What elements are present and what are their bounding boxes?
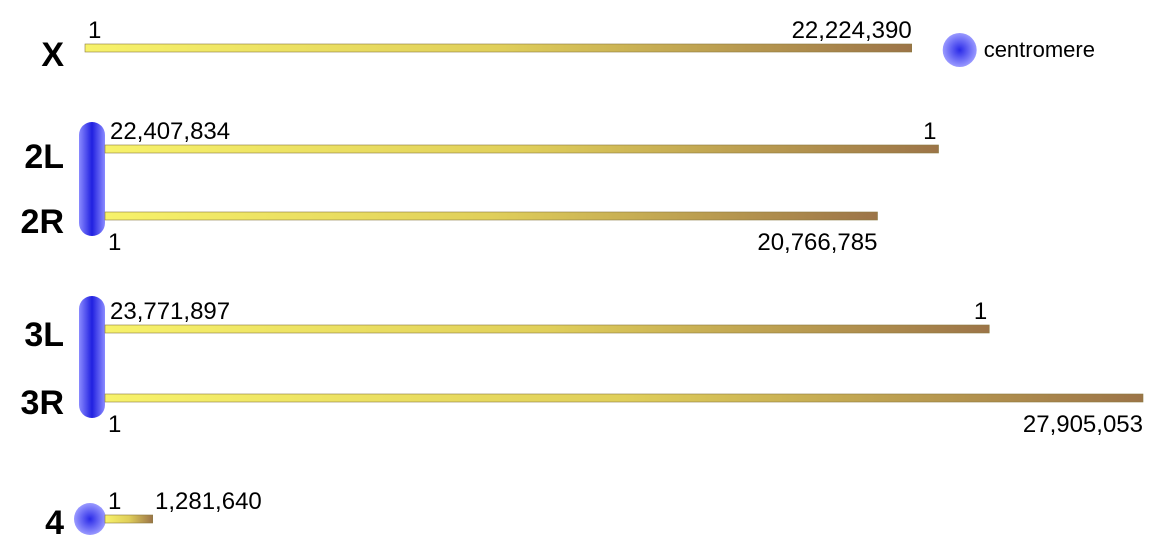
length-label: 20,766,785: [757, 229, 877, 256]
arm-name: 3R: [21, 384, 64, 422]
origin-label: 1: [974, 298, 987, 325]
centromere-x: [942, 33, 977, 67]
origin-label: 1: [108, 411, 121, 438]
length-label: 22,224,390: [792, 17, 912, 44]
arm-bar: [104, 324, 990, 334]
origin-label: 1: [108, 488, 121, 515]
origin-label: 1: [108, 229, 121, 256]
length-label: 22,407,834: [110, 118, 230, 145]
arm-name: 2L: [24, 138, 64, 176]
arm-name: X: [41, 36, 64, 74]
length-label: 23,771,897: [110, 298, 230, 325]
arm-bar: [84, 43, 912, 53]
length-label: 1,281,640: [155, 488, 262, 515]
origin-label: 1: [88, 17, 101, 44]
arm-bar: [104, 393, 1144, 403]
arm-name: 3L: [24, 316, 64, 354]
length-label: 27,905,053: [1023, 411, 1143, 438]
arm-bar: [104, 514, 153, 524]
arm-name: 2R: [21, 203, 64, 241]
arm-name: 4: [45, 504, 64, 538]
centromere-4: [74, 503, 106, 535]
arm-bar: [104, 211, 878, 221]
origin-label: 1: [923, 118, 936, 145]
centromere-2: [79, 122, 105, 236]
centromere-label: centromere: [984, 37, 1095, 62]
arm-bar: [104, 144, 939, 154]
centromere-3: [79, 296, 105, 418]
